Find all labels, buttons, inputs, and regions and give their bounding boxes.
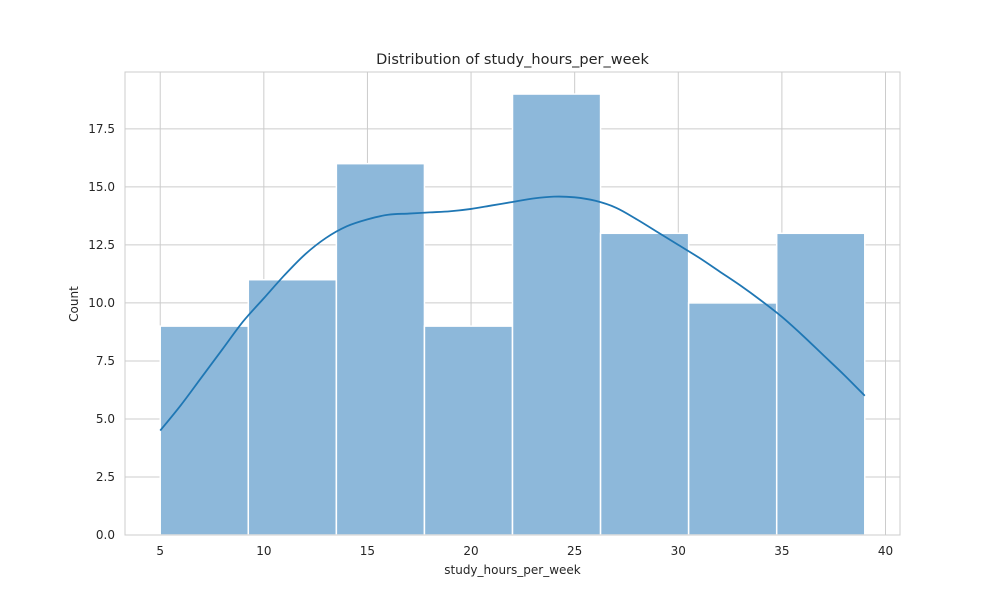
x-tick-labels: 5 10 15 20 25 30 35 40 (156, 544, 893, 558)
y-tick-label: 12.5 (88, 238, 115, 252)
histogram-bar (247, 278, 338, 536)
kde-curve (159, 195, 866, 432)
histogram-bar (599, 232, 690, 536)
histogram-bar (423, 325, 514, 536)
x-tick-label: 15 (360, 544, 375, 558)
histogram-bars (159, 93, 866, 536)
x-tick-label: 25 (567, 544, 582, 558)
y-tick-label: 7.5 (96, 354, 115, 368)
x-tick-label: 35 (774, 544, 789, 558)
kde-curve-layer (159, 195, 866, 432)
y-axis-label: Count (67, 286, 81, 322)
histogram-bar (775, 232, 866, 536)
plot-frame (124, 71, 901, 536)
x-tick-label: 10 (256, 544, 271, 558)
x-axis-label: study_hours_per_week (444, 563, 581, 577)
y-tick-label: 17.5 (88, 122, 115, 136)
y-tick-label: 15.0 (88, 180, 115, 194)
x-tick-label: 30 (671, 544, 686, 558)
histogram-bar (159, 325, 250, 536)
y-tick-label: 0.0 (96, 528, 115, 542)
x-tick-label: 5 (156, 544, 164, 558)
histogram-bar (335, 162, 426, 536)
chart-title: Distribution of study_hours_per_week (376, 52, 649, 68)
y-tick-label: 10.0 (88, 296, 115, 310)
y-tick-label: 5.0 (96, 412, 115, 426)
x-tick-label: 40 (878, 544, 893, 558)
histogram-bar (687, 302, 778, 536)
y-tick-labels: 0.0 2.5 5.0 7.5 10.0 12.5 15.0 17.5 (88, 122, 115, 542)
histogram-bar (511, 93, 602, 536)
y-tick-label: 2.5 (96, 470, 115, 484)
x-tick-label: 20 (463, 544, 478, 558)
